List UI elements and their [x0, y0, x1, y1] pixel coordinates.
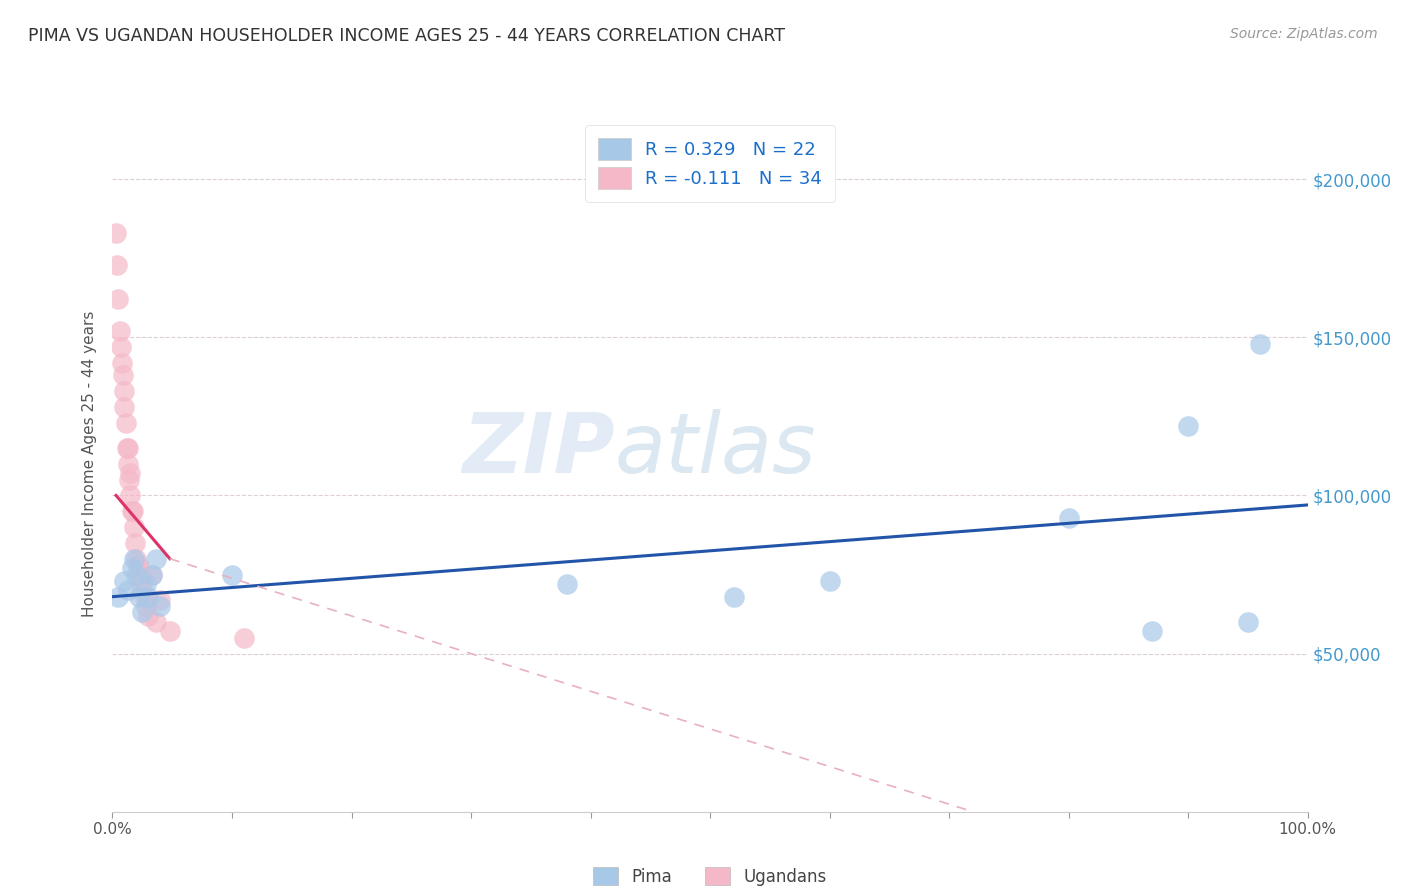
- Text: Source: ZipAtlas.com: Source: ZipAtlas.com: [1230, 27, 1378, 41]
- Point: [131, 606, 153, 620]
- Point: [121, 561, 143, 575]
- Point: [555, 577, 578, 591]
- Point: [117, 457, 139, 471]
- Point: [149, 592, 172, 607]
- Point: [138, 608, 160, 623]
- Point: [818, 574, 841, 588]
- Point: [107, 293, 129, 307]
- Legend: Pima, Ugandans: Pima, Ugandans: [585, 858, 835, 892]
- Point: [111, 356, 134, 370]
- Point: [159, 624, 181, 639]
- Point: [127, 558, 149, 572]
- Point: [141, 567, 163, 582]
- Point: [145, 615, 167, 629]
- Point: [135, 599, 157, 614]
- Point: [1249, 336, 1271, 351]
- Point: [108, 324, 131, 338]
- Point: [115, 441, 138, 455]
- Point: [118, 473, 141, 487]
- Point: [117, 441, 139, 455]
- Point: [141, 567, 163, 582]
- Point: [138, 590, 160, 604]
- Point: [723, 590, 745, 604]
- Point: [120, 467, 142, 481]
- Point: [131, 583, 153, 598]
- Point: [145, 551, 167, 566]
- Point: [128, 590, 150, 604]
- Point: [1237, 615, 1260, 629]
- Point: [121, 504, 143, 518]
- Point: [107, 590, 129, 604]
- Point: [110, 340, 132, 354]
- Point: [121, 504, 143, 518]
- Point: [149, 599, 172, 614]
- Point: [122, 551, 145, 566]
- Point: [129, 567, 152, 582]
- Text: atlas: atlas: [614, 409, 815, 491]
- Point: [114, 574, 135, 588]
- Point: [135, 577, 157, 591]
- Point: [120, 488, 142, 502]
- Point: [1177, 418, 1199, 433]
- Point: [125, 567, 148, 582]
- Point: [105, 226, 128, 240]
- Point: [129, 574, 152, 588]
- Point: [114, 384, 135, 398]
- Point: [134, 590, 156, 604]
- Point: [105, 258, 128, 272]
- Point: [124, 536, 146, 550]
- Point: [221, 567, 243, 582]
- Y-axis label: Householder Income Ages 25 - 44 years: Householder Income Ages 25 - 44 years: [82, 310, 97, 617]
- Point: [117, 583, 139, 598]
- Text: PIMA VS UGANDAN HOUSEHOLDER INCOME AGES 25 - 44 YEARS CORRELATION CHART: PIMA VS UGANDAN HOUSEHOLDER INCOME AGES …: [28, 27, 785, 45]
- Point: [122, 520, 145, 534]
- Point: [1057, 510, 1080, 524]
- Point: [232, 631, 256, 645]
- Point: [114, 416, 136, 430]
- Point: [114, 400, 135, 414]
- Point: [128, 561, 150, 575]
- Point: [112, 368, 135, 383]
- Point: [1140, 624, 1163, 639]
- Point: [125, 551, 148, 566]
- Text: ZIP: ZIP: [461, 409, 614, 491]
